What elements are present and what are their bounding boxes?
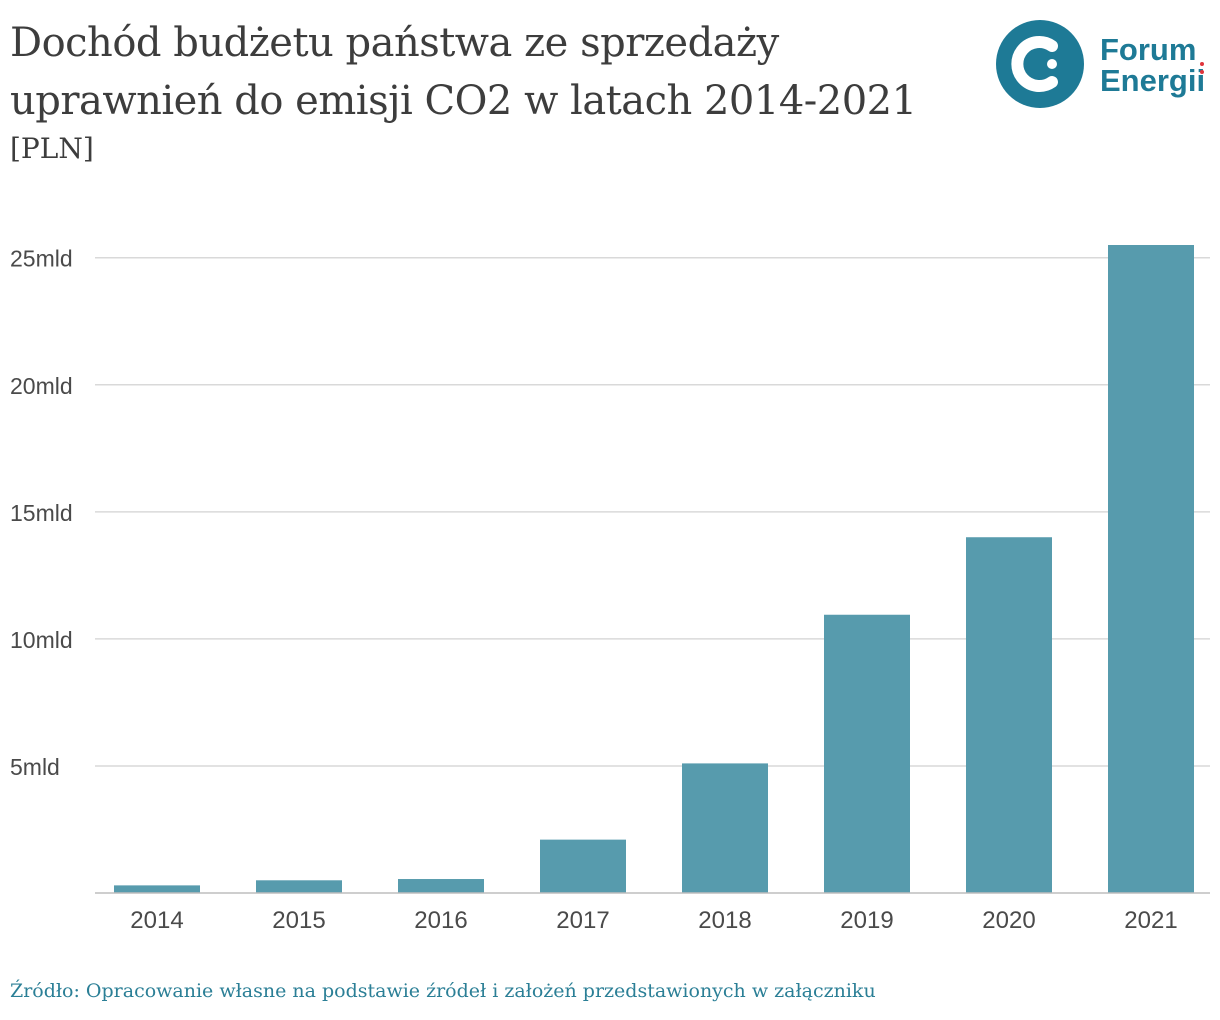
x-tick-label: 2021 (1124, 907, 1177, 934)
bar (114, 885, 200, 893)
bar (824, 614, 910, 893)
bar (966, 537, 1052, 893)
bar-chart: 5mld 10mld 15mld 20mld 25mld 2014 2015 2016 2017… (10, 245, 1210, 934)
logo-text-forum: Forum (1100, 32, 1197, 67)
source-note: Źródło: Opracowanie własne na podstawie … (10, 980, 876, 1002)
title-line-1: Dochód budżetu państwa ze sprzedaży (10, 20, 779, 66)
forum-energii-logo-icon (996, 20, 1084, 108)
y-tick-label: 10mld (10, 627, 73, 653)
unit-label: [PLN] (10, 132, 94, 165)
logo-text-energii: Energii (1100, 63, 1206, 98)
chart-title: Dochód budżetu państwa ze sprzedaży upra… (10, 14, 970, 130)
bar (1108, 245, 1194, 893)
logo-text: Forum Energii (1100, 34, 1205, 96)
x-tick-label: 2015 (272, 907, 325, 934)
x-tick-label: 2014 (130, 907, 183, 934)
x-tick-label: 2019 (840, 907, 893, 934)
logo-dots (1200, 62, 1204, 78)
title-line-2: uprawnień do emisji CO2 w latach 2014-20… (10, 78, 917, 124)
x-tick-label: 2016 (414, 907, 467, 934)
x-tick-label: 2018 (698, 907, 751, 934)
y-tick-label: 25mld (10, 246, 73, 272)
x-tick-label: 2020 (982, 907, 1035, 934)
y-tick-label: 15mld (10, 500, 73, 526)
x-tick-label: 2017 (556, 907, 609, 934)
y-tick-label: 20mld (10, 373, 73, 399)
bar (682, 763, 768, 893)
bar (256, 880, 342, 893)
y-tick-label: 5mld (10, 754, 60, 780)
bar (540, 839, 626, 893)
bar (398, 879, 484, 893)
